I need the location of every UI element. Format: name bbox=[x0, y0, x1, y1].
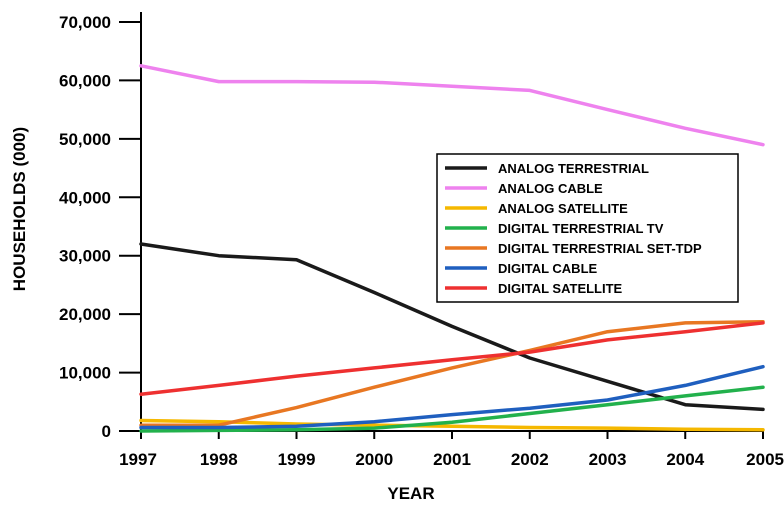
y-tick-label: 20,000 bbox=[59, 305, 111, 324]
legend-box bbox=[436, 153, 739, 303]
y-tick-label: 30,000 bbox=[59, 247, 111, 266]
series-line-digital-terrestrial-set-tdp bbox=[139, 319, 765, 427]
x-tick-label: 2005 bbox=[746, 450, 784, 469]
y-tick-label: 40,000 bbox=[59, 188, 111, 207]
x-tick-label: 2000 bbox=[355, 450, 393, 469]
x-axis-title: YEAR bbox=[387, 484, 434, 503]
legend-label: DIGITAL SATELLITE bbox=[498, 281, 623, 296]
y-axis: 0 10,000 20,000 30,000 40,000 50,000 60,000 70,… bbox=[59, 12, 142, 441]
x-tick-label: 2002 bbox=[511, 450, 549, 469]
legend-label: DIGITAL CABLE bbox=[498, 261, 598, 276]
series-line-analog-satellite bbox=[139, 418, 765, 432]
series-line-analog-terrestrial bbox=[139, 242, 765, 412]
y-axis-title: HOUSEHOLDS (000) bbox=[10, 127, 29, 291]
x-axis: 1997 1998 1999 2000 2001 2002 2003 2004 2005 bbox=[119, 430, 784, 469]
x-tick-label: 2004 bbox=[666, 450, 704, 469]
series-line-digital-cable bbox=[139, 364, 765, 430]
series-line-digital-satellite bbox=[139, 321, 765, 396]
y-tick-label: 60,000 bbox=[59, 71, 111, 90]
x-tick-label: 2003 bbox=[589, 450, 627, 469]
y-tick-label: 10,000 bbox=[59, 364, 111, 383]
legend: ANALOG TERRESTRIAL ANALOG CABLE ANALOG SAT… bbox=[436, 153, 739, 303]
series-line-digital-terrestrial-tv bbox=[139, 385, 765, 433]
x-tick-label: 2001 bbox=[433, 450, 471, 469]
x-tick-label: 1999 bbox=[278, 450, 316, 469]
series-line-analog-cable bbox=[139, 64, 765, 147]
legend-label: ANALOG SATELLITE bbox=[498, 201, 628, 216]
y-tick-label: 70,000 bbox=[59, 13, 111, 32]
y-tick-label: 50,000 bbox=[59, 130, 111, 149]
legend-label: ANALOG TERRESTRIAL bbox=[498, 161, 649, 176]
y-tick-label: 0 bbox=[102, 422, 111, 441]
series-lines bbox=[139, 64, 765, 433]
x-tick-label: 1998 bbox=[200, 450, 238, 469]
legend-label: DIGITAL TERRESTRIAL SET-TDP bbox=[498, 241, 702, 256]
legend-label: DIGITAL TERRESTRIAL TV bbox=[498, 221, 664, 236]
x-tick-label: 1997 bbox=[119, 450, 157, 469]
legend-label: ANALOG CABLE bbox=[498, 181, 603, 196]
